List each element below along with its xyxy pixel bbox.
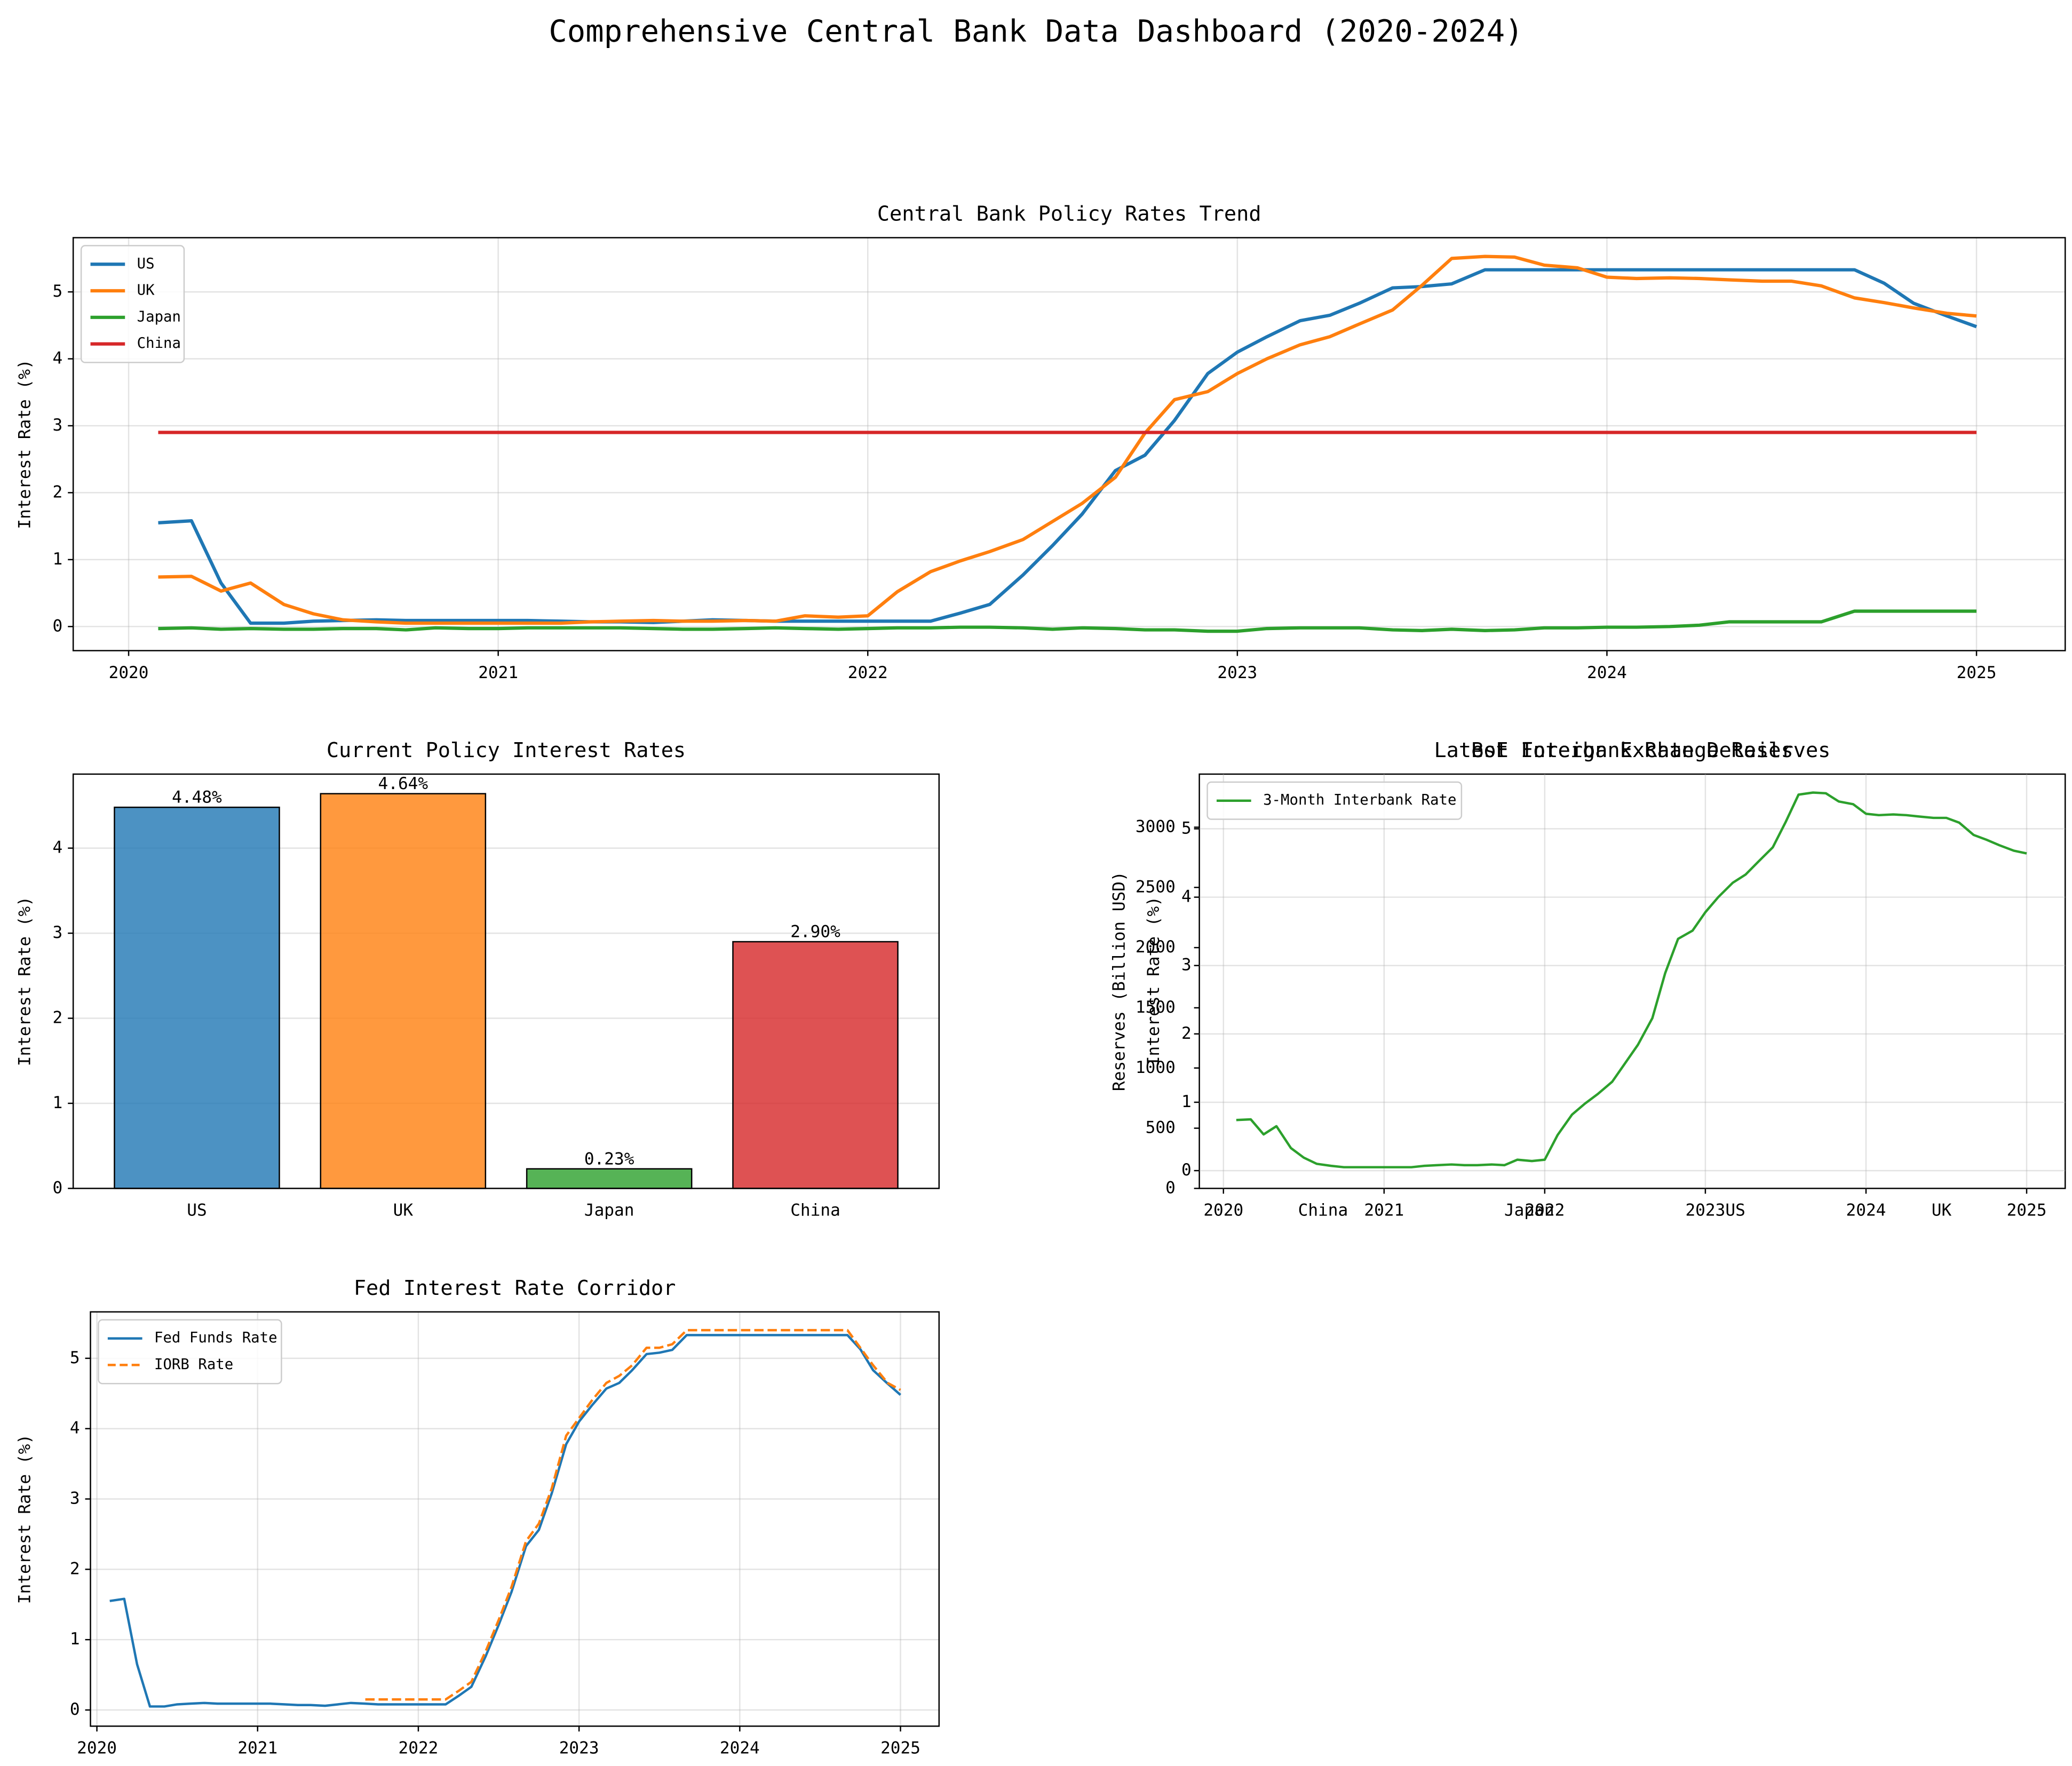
y-axis-label: Interest Rate (%)	[15, 359, 35, 529]
bar	[732, 941, 899, 1189]
value-label: 2.90%	[790, 922, 840, 942]
dashboard-title: Comprehensive Central Bank Data Dashboar…	[549, 14, 1523, 49]
axes-frame	[72, 237, 2066, 651]
legend-box	[80, 245, 185, 363]
series-line	[158, 268, 1978, 625]
y-tick-label: 3	[1181, 956, 1192, 975]
y-axis-label: Interest Rate (%)	[1144, 896, 1163, 1066]
y-tick-label: 4	[53, 349, 63, 368]
value-label: 0.23%	[584, 1149, 634, 1168]
y-tick-label: 2000	[1136, 937, 1176, 957]
series-line	[365, 1329, 901, 1701]
series-line	[158, 609, 1977, 633]
series-line	[1236, 791, 2027, 1168]
series-line	[109, 1334, 902, 1708]
y-tick-label: 4	[70, 1419, 80, 1438]
y-tick-label: 0	[70, 1700, 80, 1719]
y-tick-label: 4	[1181, 887, 1192, 906]
x-tick-label: US	[1725, 1201, 1745, 1220]
y-tick-label: 4	[53, 838, 63, 857]
y-tick-label: 2500	[1136, 877, 1176, 896]
y-tick-label: 2	[53, 482, 63, 502]
y-axis-label: Interest Rate (%)	[15, 896, 35, 1066]
y-tick-label: 5	[1181, 818, 1192, 838]
legend-label: Japan	[137, 308, 181, 325]
y-tick-label: 500	[1146, 1118, 1176, 1137]
axes-frame	[90, 1311, 940, 1727]
y-tick-label: 1500	[1136, 998, 1176, 1017]
axes-frame	[72, 773, 940, 1189]
y-tick-label: 1	[53, 550, 63, 569]
y-tick-label: 3	[53, 923, 63, 942]
y-axis-label: Reserves (Billion USD)	[1109, 871, 1129, 1091]
x-tick-label: 2024	[1587, 663, 1627, 682]
y-tick-label: 0	[1181, 1160, 1192, 1180]
legend-box	[98, 1319, 282, 1385]
y-axis-label: Interest Rate (%)	[15, 1434, 35, 1604]
legend-label: Fed Funds Rate	[154, 1330, 277, 1346]
y-tick-label: 0	[53, 616, 63, 635]
x-tick-label: 2024	[1846, 1201, 1886, 1220]
x-tick-label: 2022	[1525, 1201, 1565, 1220]
y-tick-label: 2	[70, 1559, 80, 1578]
x-tick-label: 2021	[237, 1739, 277, 1758]
x-tick-label: 2020	[1203, 1201, 1243, 1220]
y-tick-label: 1	[70, 1629, 80, 1649]
legend-label: China	[137, 335, 181, 352]
x-tick-label: 2025	[2007, 1201, 2047, 1220]
x-tick-label: Japan	[1504, 1201, 1554, 1220]
x-tick-label: 2024	[720, 1739, 760, 1758]
legend-box	[1206, 781, 1463, 820]
y-tick-label: 3	[53, 416, 63, 435]
x-tick-label: 2021	[478, 663, 518, 682]
y-tick-label: 2	[1181, 1024, 1192, 1043]
x-tick-label: 2023	[1217, 663, 1257, 682]
x-tick-label: UK	[393, 1201, 414, 1220]
value-label: 4.64%	[378, 774, 428, 793]
x-tick-label: 2023	[559, 1739, 599, 1758]
x-tick-label: UK	[1932, 1201, 1952, 1220]
x-tick-label: 2025	[880, 1739, 920, 1758]
bar	[526, 1168, 693, 1189]
y-tick-label: 0	[53, 1178, 63, 1197]
legend-label: UK	[137, 282, 155, 299]
x-tick-label: 2020	[109, 663, 149, 682]
axes-frame	[1198, 773, 2066, 1189]
x-tick-label: 2022	[399, 1739, 439, 1758]
x-tick-label: 2023	[1685, 1201, 1725, 1220]
chart-title: BoE Interbank Rate Details	[1471, 738, 1793, 762]
legend-label: IORB Rate	[154, 1356, 233, 1373]
y-tick-label: 1	[53, 1093, 63, 1112]
y-tick-label: 3	[70, 1489, 80, 1508]
y-tick-label: 2	[53, 1008, 63, 1028]
x-tick-label: China	[1298, 1201, 1348, 1220]
x-tick-label: Japan	[584, 1201, 634, 1220]
x-tick-label: 2021	[1364, 1201, 1404, 1220]
y-tick-label: 3000	[1136, 817, 1176, 836]
value-label: 4.48%	[172, 788, 222, 807]
y-tick-label: 0	[1165, 1178, 1176, 1197]
y-tick-label: 5	[70, 1348, 80, 1367]
x-tick-label: US	[187, 1201, 207, 1220]
chart-title: Current Policy Interest Rates	[327, 738, 686, 762]
chart-title: Central Bank Policy Rates Trend	[877, 202, 1261, 226]
series-line	[158, 254, 1977, 625]
y-tick-label: 1000	[1136, 1058, 1176, 1077]
bar	[114, 806, 280, 1189]
x-tick-label: 2025	[1957, 663, 1997, 682]
chart-title: Fed Interest Rate Corridor	[354, 1276, 676, 1300]
x-tick-label: 2020	[77, 1739, 117, 1758]
legend-label: US	[137, 256, 155, 272]
bar	[320, 793, 487, 1189]
legend-label: 3-Month Interbank Rate	[1263, 792, 1456, 808]
y-tick-label: 5	[53, 282, 63, 301]
x-tick-label: China	[790, 1201, 840, 1220]
y-tick-label: 1	[1181, 1092, 1192, 1111]
x-tick-label: 2022	[848, 663, 888, 682]
chart-title: Latest Foreign Exchange Reserves	[1434, 738, 1830, 762]
